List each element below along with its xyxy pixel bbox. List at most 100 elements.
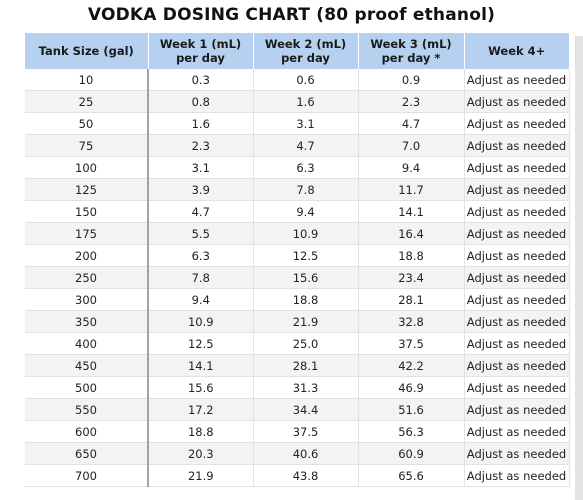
cell-week-4: Adjust as needed (464, 288, 570, 311)
cell-week-1: 14.1 (148, 354, 254, 377)
cell-week-3: 56.3 (358, 420, 465, 443)
header-week-1: Week 1 (mL) per day (148, 33, 254, 69)
cell-week-4: Adjust as needed (464, 420, 570, 443)
cell-week-2: 37.5 (253, 420, 359, 443)
table-row: 400 12.5 25.0 37.5 Adjust as needed (25, 332, 570, 355)
cell-tank-size: 350 (25, 310, 149, 333)
cell-tank-size: 125 (25, 178, 149, 201)
cell-week-2: 40.6 (253, 442, 359, 465)
cell-tank-size: 175 (25, 222, 149, 245)
cell-week-2: 21.9 (253, 310, 359, 333)
cell-tank-size: 50 (25, 112, 149, 135)
header-tank-size-label: Tank Size (gal) (38, 44, 134, 58)
table-row: 350 10.9 21.9 32.8 Adjust as needed (25, 310, 570, 333)
table-row: 150 4.7 9.4 14.1 Adjust as needed (25, 200, 570, 223)
cell-week-4: Adjust as needed (464, 244, 570, 267)
cell-week-4: Adjust as needed (464, 69, 570, 91)
cell-week-4: Adjust as needed (464, 464, 570, 487)
cell-tank-size: 650 (25, 442, 149, 465)
cell-week-2: 15.6 (253, 266, 359, 289)
cell-week-4: Adjust as needed (464, 90, 570, 113)
cell-week-1: 5.5 (148, 222, 254, 245)
header-row: Tank Size (gal) Week 1 (mL) per day Week … (25, 33, 569, 69)
cell-week-4: Adjust as needed (464, 398, 570, 421)
page-title: VODKA DOSING CHART (80 proof ethanol) (87, 5, 496, 25)
cell-week-2: 9.4 (253, 200, 359, 223)
cell-week-1: 4.7 (148, 200, 254, 223)
cell-tank-size: 600 (25, 420, 149, 443)
cell-week-3: 46.9 (358, 376, 465, 399)
cell-week-1: 17.2 (148, 398, 254, 421)
cell-week-3: 9.4 (358, 156, 465, 179)
table-row: 700 21.9 43.8 65.6 Adjust as needed (25, 464, 570, 487)
cell-week-4: Adjust as needed (464, 332, 570, 355)
cell-tank-size: 150 (25, 200, 149, 223)
cell-week-4: Adjust as needed (464, 354, 570, 377)
cell-week-4: Adjust as needed (464, 112, 570, 135)
header-week-1-line2: per day (176, 51, 225, 65)
cell-week-1: 10.9 (148, 310, 254, 333)
cell-week-3: 51.6 (358, 398, 465, 421)
cell-week-2: 0.6 (253, 69, 359, 91)
cell-week-2: 43.8 (253, 464, 359, 487)
cell-week-1: 7.8 (148, 266, 254, 289)
table-row: 50 1.6 3.1 4.7 Adjust as needed (25, 112, 570, 135)
cell-week-1: 15.6 (148, 376, 254, 399)
cell-tank-size: 700 (25, 464, 149, 487)
cell-week-2: 31.3 (253, 376, 359, 399)
cell-week-2: 7.8 (253, 178, 359, 201)
cell-tank-size: 550 (25, 398, 149, 421)
cell-week-2: 34.4 (253, 398, 359, 421)
cell-week-4: Adjust as needed (464, 442, 570, 465)
cell-week-4: Adjust as needed (464, 156, 570, 179)
cell-week-1: 9.4 (148, 288, 254, 311)
cell-week-4: Adjust as needed (464, 376, 570, 399)
table-row: 75 2.3 4.7 7.0 Adjust as needed (25, 134, 570, 157)
cell-week-3: 11.7 (358, 178, 465, 201)
header-week-2-line1: Week 2 (mL) (264, 37, 347, 51)
table-row: 250 7.8 15.6 23.4 Adjust as needed (25, 266, 570, 289)
cell-tank-size: 450 (25, 354, 149, 377)
cell-week-3: 32.8 (358, 310, 465, 333)
cell-week-3: 23.4 (358, 266, 465, 289)
cell-week-2: 12.5 (253, 244, 359, 267)
header-week-3: Week 3 (mL) per day * (358, 33, 465, 69)
cell-week-4: Adjust as needed (464, 178, 570, 201)
cell-week-1: 6.3 (148, 244, 254, 267)
cell-tank-size: 100 (25, 156, 149, 179)
header-week-2-line2: per day (281, 51, 330, 65)
cell-week-3: 18.8 (358, 244, 465, 267)
cell-week-4: Adjust as needed (464, 266, 570, 289)
cell-week-1: 3.9 (148, 178, 254, 201)
cell-week-3: 65.6 (358, 464, 465, 487)
cell-week-2: 18.8 (253, 288, 359, 311)
table-header: Tank Size (gal) Week 1 (mL) per day Week … (25, 33, 569, 69)
header-tank-size: Tank Size (gal) (25, 33, 149, 69)
table-row: 600 18.8 37.5 56.3 Adjust as needed (25, 420, 570, 443)
table-row: 500 15.6 31.3 46.9 Adjust as needed (25, 376, 570, 399)
scrollbar-track[interactable] (575, 36, 583, 500)
table-row: 300 9.4 18.8 28.1 Adjust as needed (25, 288, 570, 311)
table-row: 550 17.2 34.4 51.6 Adjust as needed (25, 398, 570, 421)
header-week-3-line2: per day * (381, 51, 441, 65)
cell-week-3: 42.2 (358, 354, 465, 377)
cell-week-2: 10.9 (253, 222, 359, 245)
cell-week-1: 2.3 (148, 134, 254, 157)
table-row: 125 3.9 7.8 11.7 Adjust as needed (25, 178, 570, 201)
table-row: 100 3.1 6.3 9.4 Adjust as needed (25, 156, 570, 179)
cell-week-1: 21.9 (148, 464, 254, 487)
cell-week-3: 7.0 (358, 134, 465, 157)
dosing-table: Tank Size (gal) Week 1 (mL) per day Week … (25, 33, 570, 487)
cell-week-3: 60.9 (358, 442, 465, 465)
table-row: 450 14.1 28.1 42.2 Adjust as needed (25, 354, 570, 377)
header-week-4: Week 4+ (464, 33, 569, 69)
cell-week-3: 4.7 (358, 112, 465, 135)
cell-tank-size: 10 (25, 69, 149, 91)
cell-week-1: 3.1 (148, 156, 254, 179)
cell-week-3: 37.5 (358, 332, 465, 355)
cell-week-2: 1.6 (253, 90, 359, 113)
cell-week-4: Adjust as needed (464, 134, 570, 157)
header-week-1-line1: Week 1 (mL) (159, 37, 242, 51)
cell-tank-size: 500 (25, 376, 149, 399)
